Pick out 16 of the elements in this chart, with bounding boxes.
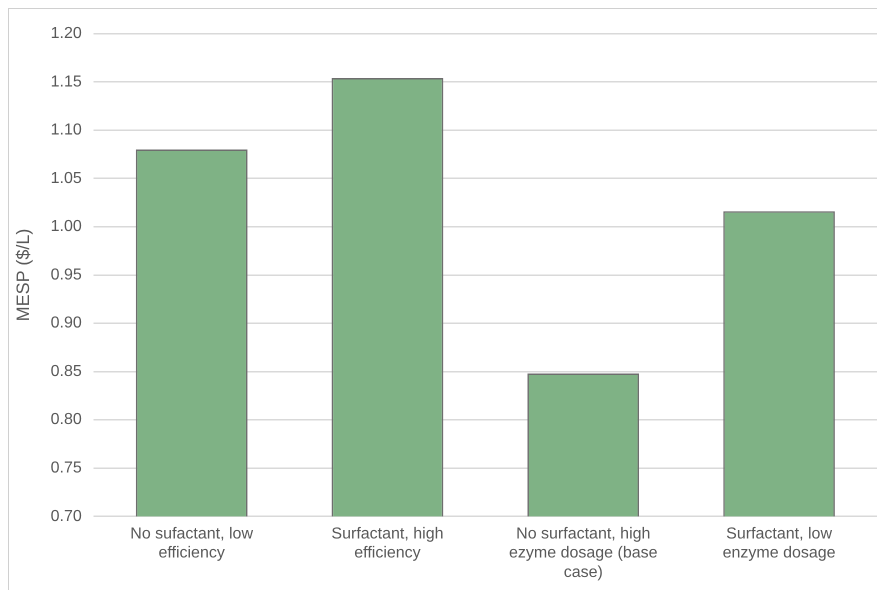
y-axis-title: MESP ($/L) <box>12 228 33 322</box>
y-tick-label: 1.15 <box>50 73 82 90</box>
x-tick-label: No surfactant, high ezyme dosage (base case) <box>509 525 658 581</box>
x-tick-label: No sufactant, low efficiency <box>130 525 254 562</box>
y-tick-label: 1.20 <box>50 25 82 42</box>
y-tick-label: 0.85 <box>50 362 82 380</box>
y-tick-label: 1.10 <box>50 122 82 139</box>
x-tick-label: Surfactant, low enzyme dosage <box>722 525 836 562</box>
x-tick-label: Surfactant, high efficiency <box>331 525 444 562</box>
y-tick-label: 1.05 <box>50 170 82 187</box>
y-tick-label: 0.80 <box>50 411 82 428</box>
y-tick-label: 1.00 <box>50 218 82 236</box>
y-tick-label: 0.70 <box>50 508 82 525</box>
y-tick-label: 0.95 <box>50 266 82 284</box>
y-tick-label: 0.90 <box>50 314 82 332</box>
y-tick-label: 0.75 <box>50 460 82 477</box>
